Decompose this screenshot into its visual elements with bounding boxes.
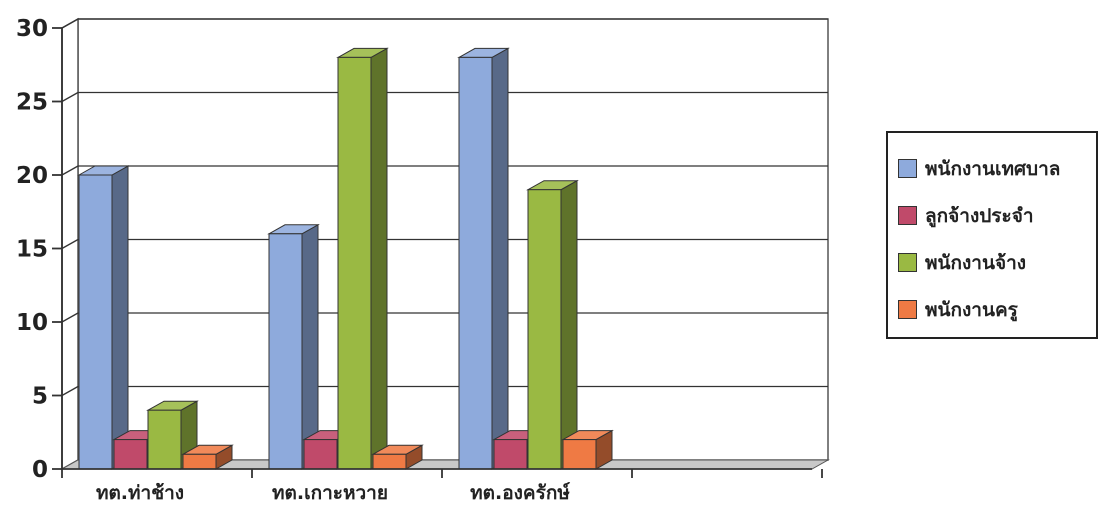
- bar-front: [337, 56, 372, 470]
- bar-front: [147, 409, 182, 470]
- bar: [336, 47, 389, 470]
- legend-swatch: [898, 300, 917, 319]
- legend-label: พนักงานครู: [925, 298, 1018, 321]
- bar-front: [78, 174, 113, 470]
- legend-swatch: [898, 159, 917, 178]
- bar-side: [370, 47, 388, 470]
- bar: [457, 47, 510, 470]
- y-tick-label: 10: [16, 310, 48, 336]
- y-tick-label: 20: [16, 163, 48, 189]
- bar-side: [301, 223, 319, 470]
- bar: [526, 179, 579, 470]
- y-tick-label: 25: [16, 90, 48, 116]
- y-tick-label: 5: [32, 384, 48, 410]
- bar-front: [268, 233, 303, 470]
- legend-label: พนักงานจ้าง: [925, 251, 1027, 274]
- gridlines: [61, 18, 828, 397]
- legend-item: พนักงานเทศบาล: [898, 145, 1096, 192]
- legend-swatch: [898, 253, 917, 272]
- legend-swatch: [898, 206, 917, 225]
- bar: [561, 429, 614, 470]
- gridline: [61, 312, 79, 323]
- bar-front: [182, 453, 217, 470]
- bar: [77, 165, 130, 470]
- gridline: [61, 238, 79, 250]
- x-category-label: ทต.ท่าช้าง: [96, 482, 184, 504]
- bar-front: [303, 439, 338, 470]
- axes: [52, 27, 823, 478]
- y-tick-label: 30: [16, 16, 48, 42]
- legend-item: พนักงานครู: [898, 286, 1096, 333]
- bar-front: [372, 453, 407, 470]
- bars: [77, 47, 614, 470]
- legend-item: ลูกจ้างประจำ: [898, 192, 1096, 239]
- bar-front: [562, 439, 597, 470]
- bar-side: [111, 165, 129, 470]
- gridline: [61, 165, 79, 176]
- bar-front: [113, 439, 148, 470]
- gridline: [61, 385, 79, 397]
- bar-front: [493, 439, 528, 470]
- legend: พนักงานเทศบาล ลูกจ้างประจำ พนักงานจ้าง พ…: [886, 131, 1098, 339]
- legend-label: พนักงานเทศบาล: [925, 157, 1061, 180]
- bar: [181, 444, 234, 470]
- legend-label: ลูกจ้างประจำ: [925, 204, 1034, 227]
- bar-side: [560, 179, 578, 470]
- x-category-label: ทต.เกาะหวาย: [272, 482, 388, 504]
- y-tick-label: 0: [32, 457, 48, 483]
- legend-item: พนักงานจ้าง: [898, 239, 1096, 286]
- bar-side: [491, 47, 509, 470]
- bar-front: [458, 56, 493, 470]
- x-category-label: ทต.องครักษ์: [470, 482, 570, 504]
- gridline: [61, 91, 79, 103]
- bar: [267, 223, 320, 470]
- y-axis-tick-labels: 0 5 10 15 20 25 30: [16, 16, 48, 483]
- bar-front: [527, 189, 562, 470]
- x-axis-category-labels: ทต.ท่าช้าง ทต.เกาะหวาย ทต.องครักษ์: [96, 482, 570, 504]
- y-tick-label: 15: [16, 237, 48, 263]
- gridline: [61, 18, 79, 29]
